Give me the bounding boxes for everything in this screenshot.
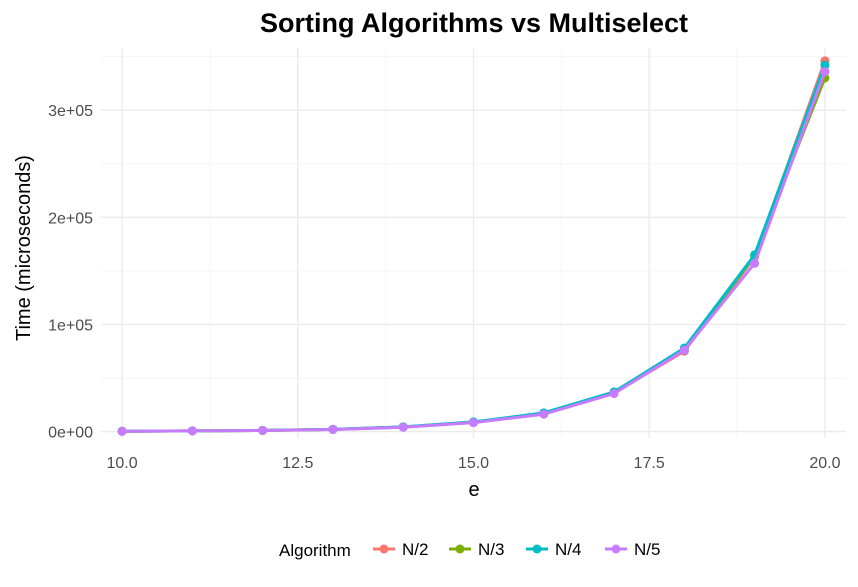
y-tick-label: 1e+05 bbox=[48, 317, 93, 334]
legend-key-point bbox=[379, 544, 389, 554]
data-point bbox=[750, 258, 760, 268]
legend-key-point bbox=[455, 544, 465, 554]
legend-item: N/5 bbox=[605, 540, 660, 559]
chart-title: Sorting Algorithms vs Multiselect bbox=[260, 8, 688, 38]
data-point bbox=[820, 60, 830, 70]
legend-item: N/3 bbox=[449, 540, 504, 559]
legend-title: Algorithm bbox=[279, 541, 351, 560]
y-tick-label: 3e+05 bbox=[48, 103, 93, 120]
y-axis-title: Time (microseconds) bbox=[13, 155, 35, 341]
data-point bbox=[609, 389, 619, 399]
data-point bbox=[328, 425, 338, 435]
legend-key-point bbox=[611, 544, 621, 554]
data-point bbox=[539, 409, 549, 419]
x-tick-label: 20.0 bbox=[809, 455, 840, 472]
x-axis-ticks: 10.0 12.5 15.0 17.5 20.0 bbox=[107, 455, 841, 472]
data-point bbox=[258, 426, 268, 435]
x-tick-label: 17.5 bbox=[634, 455, 665, 472]
legend-key-point bbox=[532, 544, 542, 554]
data-point bbox=[679, 345, 689, 355]
data-point bbox=[398, 422, 408, 432]
data-point bbox=[187, 426, 197, 436]
series-N-5 bbox=[117, 67, 830, 436]
legend-item: N/2 bbox=[373, 540, 428, 559]
legend-item: N/4 bbox=[526, 540, 581, 559]
legend-label: N/5 bbox=[634, 540, 660, 559]
y-tick-label: 2e+05 bbox=[48, 210, 93, 227]
series-layer bbox=[117, 56, 830, 436]
x-axis-title: e bbox=[468, 479, 479, 501]
data-point bbox=[469, 418, 478, 428]
x-tick-label: 15.0 bbox=[458, 455, 489, 472]
data-point bbox=[117, 426, 127, 436]
x-tick-label: 10.0 bbox=[107, 455, 138, 472]
legend: Algorithm N/2 N/3 N/4 N/5 bbox=[279, 540, 660, 560]
y-axis-ticks: 0e+00 1e+05 2e+05 3e+05 bbox=[48, 103, 93, 441]
x-tick-label: 12.5 bbox=[282, 455, 313, 472]
data-point bbox=[820, 67, 830, 77]
legend-label: N/4 bbox=[555, 540, 581, 559]
legend-label: N/2 bbox=[402, 540, 428, 559]
y-tick-label: 0e+00 bbox=[48, 425, 93, 442]
legend-label: N/3 bbox=[478, 540, 504, 559]
grid-lines bbox=[101, 48, 846, 438]
